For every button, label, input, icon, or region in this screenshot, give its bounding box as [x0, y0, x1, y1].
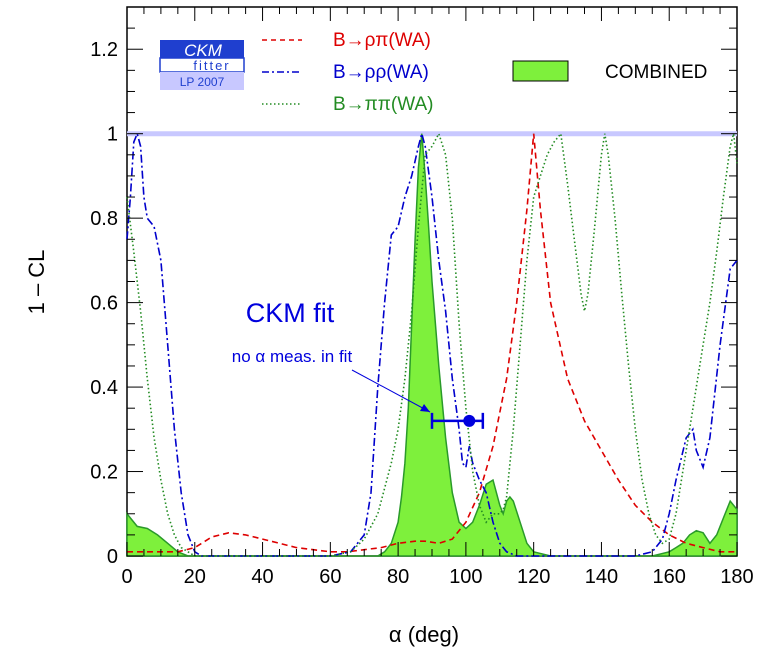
logo-fitter: fitter	[193, 58, 230, 73]
y-tick-label: 0.4	[90, 377, 118, 399]
legend-pipi: B→ππ(WA)	[333, 94, 433, 115]
x-tick-label: 180	[720, 566, 753, 588]
x-tick-label: 100	[449, 566, 482, 588]
y-tick-label: 0.6	[90, 293, 118, 315]
ckm-fit-errorbar	[430, 412, 485, 429]
x-tick-label: 120	[517, 566, 550, 588]
series-line-1	[126, 130, 738, 557]
annotation-arrow	[351, 369, 431, 413]
legend-rhorho: B→ρρ(WA)	[333, 62, 429, 83]
annotation-title: CKM fit	[246, 298, 335, 328]
x-tick-label: 40	[251, 566, 273, 588]
x-tick-label: 0	[121, 566, 132, 588]
annotation-subtitle: no α meas. in fit	[232, 347, 353, 366]
legend: B→ρπ(WA) B→ρρ(WA) B→ππ(WA) COMBINED	[262, 30, 707, 115]
x-axis-label: α (deg)	[389, 622, 459, 647]
y-axis-label: 1 – CL	[24, 250, 49, 315]
y-tick-label: 0.8	[90, 208, 118, 230]
annotation-arrowhead	[420, 404, 430, 412]
x-axis: 0 20 40 60 80 100 120 140 160 180	[121, 7, 754, 588]
y-tick-label: 0	[107, 546, 118, 568]
series-layer	[126, 130, 738, 557]
legend-combined-swatch	[512, 60, 569, 82]
x-tick-label: 80	[387, 566, 409, 588]
ckm-fit-point	[463, 414, 476, 427]
ckmfitter-logo: CKM fitter LP 2007	[159, 40, 245, 90]
logo-lp2007: LP 2007	[180, 75, 225, 89]
series-combined-area	[126, 133, 738, 557]
legend-rhopi: B→ρπ(WA)	[333, 30, 431, 51]
x-tick-label: 60	[319, 566, 341, 588]
y-axis: 0 0.2 0.4 0.6 0.8 1 1.2	[90, 27, 737, 568]
x-tick-label: 140	[585, 566, 618, 588]
x-tick-label: 20	[184, 566, 206, 588]
series-line-2	[126, 131, 738, 557]
legend-combined: COMBINED	[605, 62, 707, 83]
y-tick-label: 1.2	[90, 39, 118, 61]
y-tick-label: 0.2	[90, 462, 118, 484]
x-tick-label: 160	[653, 566, 686, 588]
series-line-0	[127, 133, 737, 553]
logo-ckm: CKM	[184, 41, 223, 60]
y-tick-label: 1	[107, 124, 118, 146]
